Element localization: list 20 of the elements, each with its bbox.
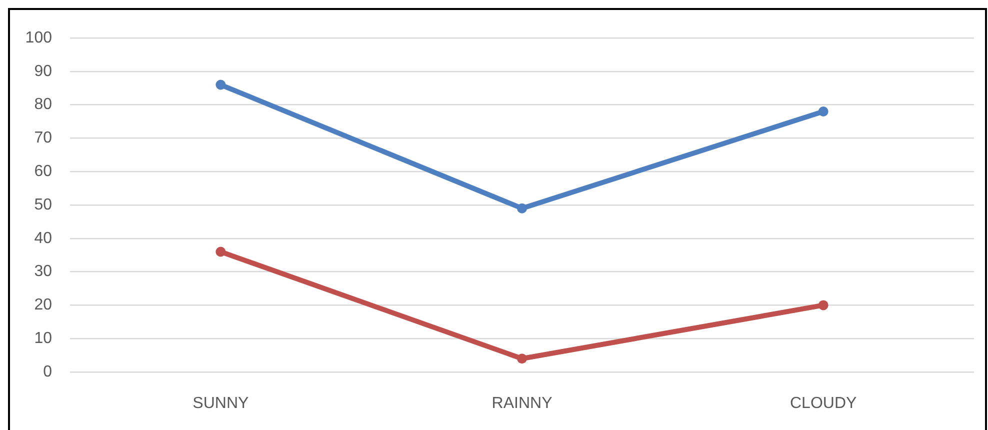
y-tick-label: 30 xyxy=(34,263,52,280)
y-tick-label: 70 xyxy=(34,130,52,147)
y-tick-label: 60 xyxy=(34,163,52,180)
point xyxy=(517,203,527,214)
x-tick-label: RAINNY xyxy=(492,395,553,412)
y-tick-label: 80 xyxy=(34,96,52,114)
point xyxy=(216,246,226,257)
y-tick-label: 90 xyxy=(34,62,52,80)
point xyxy=(216,80,226,90)
point xyxy=(818,300,828,310)
point xyxy=(517,354,527,364)
y-tick-label: 20 xyxy=(34,296,52,314)
x-tick-label: SUNNY xyxy=(192,395,249,412)
y-tick-label: 40 xyxy=(34,230,52,247)
x-tick-label: CLOUDY xyxy=(790,395,857,412)
y-tick-label: 50 xyxy=(34,196,52,214)
y-tick-label: 100 xyxy=(25,29,52,46)
point xyxy=(818,106,828,116)
y-tick-label: 10 xyxy=(34,330,52,348)
y-tick-label: 0 xyxy=(43,363,52,380)
